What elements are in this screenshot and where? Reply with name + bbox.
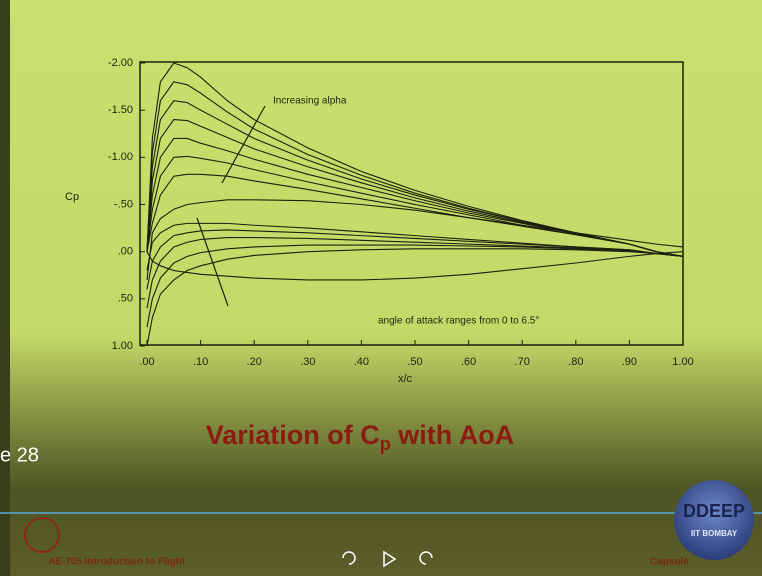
x-tick-label: .70 xyxy=(515,356,530,368)
x-tick-label: .10 xyxy=(193,356,208,368)
y-tick-label: -1.50 xyxy=(108,104,133,116)
logo-text: DDEEP xyxy=(683,501,745,521)
x-axis-label: x/c xyxy=(398,373,413,385)
title-subscript: p xyxy=(380,434,391,454)
x-tick-label: .40 xyxy=(354,356,369,368)
x-tick-label: .20 xyxy=(247,356,262,368)
x-tick-label: .60 xyxy=(461,356,476,368)
x-tick-label: .00 xyxy=(139,356,154,368)
annotation: Increasing alpha xyxy=(273,96,347,107)
y-tick-label: -.50 xyxy=(114,198,133,210)
video-frame: Cp x/c Increasing alpha angle of attack … xyxy=(0,0,762,576)
y-tick-label: -1.00 xyxy=(108,151,133,163)
x-tick-label: .80 xyxy=(568,356,583,368)
footer-left: AE-705 Introduction to Flight xyxy=(48,557,186,568)
footer-right: Capsule xyxy=(650,557,689,568)
y-tick-label: .50 xyxy=(118,293,133,305)
y-tick-label: .00 xyxy=(118,246,133,258)
slide-number: e 28 xyxy=(0,444,39,466)
slide-background xyxy=(0,0,762,576)
title-text: Variation of C xyxy=(206,420,380,450)
y-tick-label: -2.00 xyxy=(108,57,133,69)
x-tick-label: .50 xyxy=(407,356,422,368)
slide-title: Variation of Cp with AoA xyxy=(206,420,515,454)
x-tick-label: 1.00 xyxy=(672,356,693,368)
x-tick-label: .90 xyxy=(622,356,637,368)
annotation: angle of attack ranges from 0 to 6.5° xyxy=(378,316,539,327)
y-axis-label: Cp xyxy=(65,191,79,203)
logo-subtext: IIT BOMBAY xyxy=(691,529,738,538)
y-tick-label: 1.00 xyxy=(112,340,133,352)
left-edge xyxy=(0,0,10,576)
title-text: with AoA xyxy=(391,420,514,450)
x-tick-label: .30 xyxy=(300,356,315,368)
